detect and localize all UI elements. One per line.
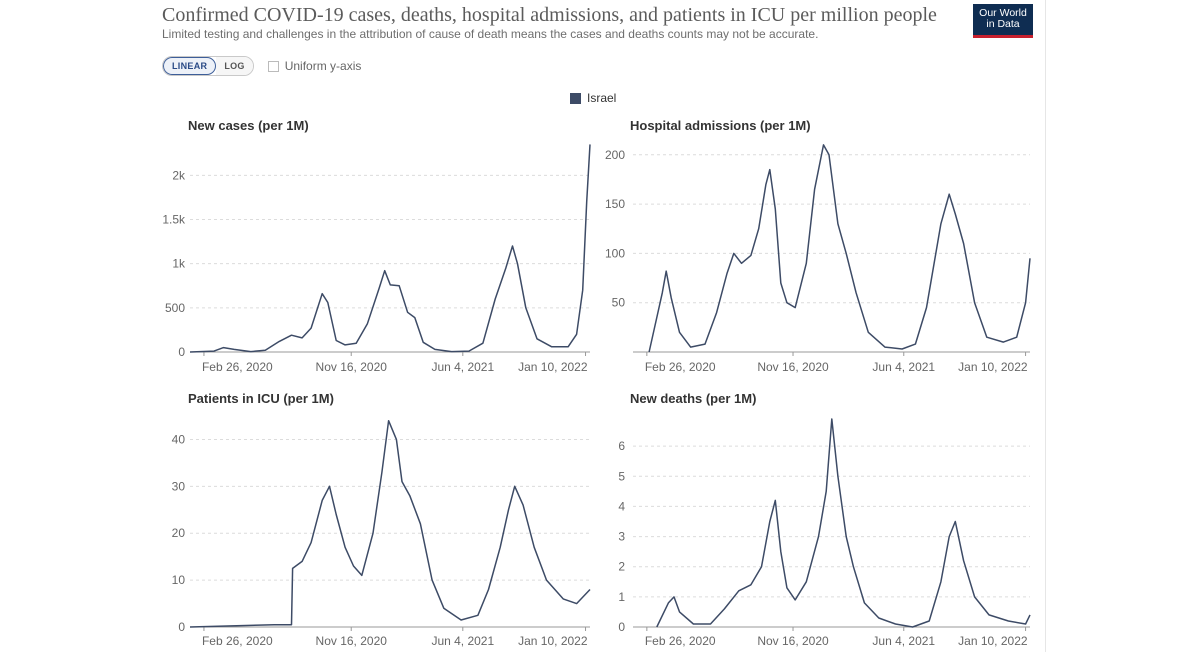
panel-title: New cases (per 1M) bbox=[188, 118, 309, 133]
x-tick-label: Jan 10, 2022 bbox=[958, 360, 1028, 374]
y-tick-label: 100 bbox=[605, 246, 625, 260]
x-tick-label: Jun 4, 2021 bbox=[872, 634, 935, 648]
x-tick-label: Feb 26, 2020 bbox=[202, 360, 273, 374]
y-tick-label: 1 bbox=[618, 590, 625, 604]
panel-title: Patients in ICU (per 1M) bbox=[188, 391, 334, 406]
linear-button[interactable]: LINEAR bbox=[163, 57, 217, 75]
x-tick-label: Jan 10, 2022 bbox=[958, 634, 1028, 648]
y-tick-label: 1k bbox=[172, 257, 186, 271]
y-tick-label: 150 bbox=[605, 197, 625, 211]
series-line-israel[interactable] bbox=[648, 144, 1031, 353]
uniform-y-axis-toggle[interactable]: Uniform y-axis bbox=[267, 59, 362, 73]
x-tick-label: Feb 26, 2020 bbox=[645, 634, 716, 648]
y-tick-label: 2 bbox=[618, 560, 625, 574]
chart-card: Confirmed COVID-19 cases, deaths, hospit… bbox=[150, 0, 1046, 652]
y-tick-label: 40 bbox=[172, 432, 186, 446]
y-tick-label: 5 bbox=[618, 469, 625, 483]
x-tick-label: Jun 4, 2021 bbox=[431, 634, 494, 648]
chart-title: Confirmed COVID-19 cases, deaths, hospit… bbox=[162, 4, 937, 26]
x-tick-label: Nov 16, 2020 bbox=[757, 634, 829, 648]
chart-panel-3[interactable]: Patients in ICU (per 1M) 0 10 20 30 40 Feb 26,… bbox=[172, 391, 591, 648]
owid-logo[interactable]: Our World in Data bbox=[973, 4, 1033, 38]
series-line-israel[interactable] bbox=[189, 419, 591, 628]
x-tick-label: Jan 10, 2022 bbox=[518, 360, 588, 374]
y-tick-label: 0 bbox=[178, 345, 185, 359]
panel-title: Hospital admissions (per 1M) bbox=[630, 118, 811, 133]
logo-line-1: Our World bbox=[979, 7, 1027, 19]
chart-panel-2[interactable]: Hospital admissions (per 1M) 50 100 150 200 F… bbox=[605, 118, 1031, 374]
panel-title: New deaths (per 1M) bbox=[630, 391, 756, 406]
legend-swatch bbox=[570, 92, 581, 104]
logo-line-2: in Data bbox=[986, 18, 1020, 30]
y-tick-label: 50 bbox=[612, 296, 626, 310]
y-tick-label: 20 bbox=[172, 526, 186, 540]
series-line-israel[interactable] bbox=[656, 418, 1031, 628]
legend[interactable]: Israel bbox=[570, 91, 616, 105]
y-tick-label: 0 bbox=[618, 620, 625, 634]
log-button[interactable]: LOG bbox=[216, 57, 253, 75]
x-tick-label: Jun 4, 2021 bbox=[431, 360, 494, 374]
y-tick-label: 4 bbox=[618, 499, 625, 513]
y-tick-label: 200 bbox=[605, 148, 625, 162]
chart-panel-4[interactable]: New deaths (per 1M) 0 1 2 3 4 5 6 Feb 26, 2020 No… bbox=[618, 391, 1031, 648]
y-tick-label: 500 bbox=[165, 301, 185, 315]
uniform-y-axis-checkbox[interactable] bbox=[267, 60, 279, 72]
y-tick-label: 0 bbox=[178, 620, 185, 634]
x-tick-label: Feb 26, 2020 bbox=[645, 360, 716, 374]
x-tick-label: Jun 4, 2021 bbox=[872, 360, 935, 374]
y-tick-label: 6 bbox=[618, 439, 625, 453]
x-tick-label: Nov 16, 2020 bbox=[757, 360, 829, 374]
x-tick-label: Feb 26, 2020 bbox=[202, 634, 273, 648]
y-tick-label: 10 bbox=[172, 573, 186, 587]
scale-controls: LINEAR LOG Uniform y-axis bbox=[162, 56, 361, 76]
chart-subtitle: Limited testing and challenges in the at… bbox=[162, 27, 819, 41]
x-tick-label: Nov 16, 2020 bbox=[316, 634, 388, 648]
y-tick-label: 3 bbox=[618, 530, 625, 544]
chart-panel-1[interactable]: New cases (per 1M) 0 500 1k 1.5k 2k Feb 26, 20… bbox=[162, 118, 591, 374]
uniform-y-axis-label: Uniform y-axis bbox=[284, 59, 362, 73]
legend-label-israel: Israel bbox=[587, 91, 617, 105]
x-tick-label: Jan 10, 2022 bbox=[518, 634, 588, 648]
y-tick-label: 30 bbox=[172, 479, 186, 493]
x-tick-label: Nov 16, 2020 bbox=[316, 360, 388, 374]
y-tick-label: 1.5k bbox=[162, 213, 186, 227]
y-tick-label: 2k bbox=[172, 168, 186, 182]
series-line-israel[interactable] bbox=[189, 144, 591, 353]
scale-toggle: LINEAR LOG bbox=[162, 56, 254, 76]
